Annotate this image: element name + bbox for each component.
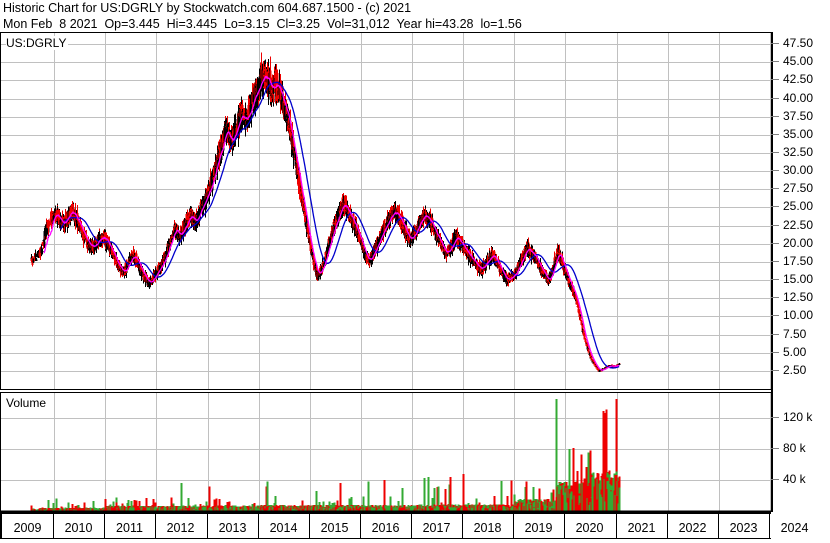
price-y-tick-label: 12.50 — [783, 290, 814, 304]
x-axis-year-label: 2015 — [320, 521, 349, 535]
price-y-tick-mark — [771, 315, 779, 316]
price-gridlines — [1, 33, 771, 389]
price-y-tick-label: 45.00 — [783, 54, 814, 68]
x-axis-year-label: 2021 — [627, 521, 656, 535]
chart-frame: US:DGRLY Volume 47.50 45.00 42.50 40.00 37.5… — [0, 32, 830, 543]
x-axis-top-rule — [0, 512, 771, 514]
price-y-tick-mark — [771, 188, 779, 189]
price-y-tick-label: 2.50 — [783, 363, 807, 377]
volume-y-tick-label: 40 k — [783, 472, 806, 486]
price-y-tick-label: 32.50 — [783, 145, 814, 159]
y-axis-rule — [771, 32, 773, 512]
x-axis-tick-mark — [53, 514, 54, 538]
price-y-tick-mark — [771, 152, 779, 153]
x-axis-year-label: 2017 — [422, 521, 451, 535]
y-axis: 47.50 45.00 42.50 40.00 37.50 35.00 32.50 30.00… — [771, 32, 830, 512]
price-y-tick-label: 7.50 — [783, 327, 807, 341]
x-axis-left-edge — [0, 512, 2, 539]
volume-y-tick-label: 120 k — [783, 410, 813, 424]
x-axis-year-label: 2022 — [678, 521, 707, 535]
x-axis-bottom-rule — [0, 538, 771, 539]
chart-header: Historic Chart for US:DGRLY by Stockwatc… — [0, 0, 830, 32]
price-y-tick-mark — [771, 370, 779, 371]
x-axis-tick-mark — [309, 514, 310, 538]
x-axis-tick-mark — [718, 514, 719, 538]
price-y-tick-label: 27.50 — [783, 181, 814, 195]
header-quote-line: Mon Feb 8 2021 Op=3.445 Hi=3.445 Lo=3.15… — [3, 17, 522, 31]
price-candlesticks — [30, 52, 621, 373]
price-y-tick-label: 5.00 — [783, 345, 807, 359]
x-axis-tick-mark — [513, 514, 514, 538]
price-y-tick-mark — [771, 61, 779, 62]
price-y-tick-label: 35.00 — [783, 127, 814, 141]
x-axis-year-label: 2010 — [64, 521, 93, 535]
price-y-tick-mark — [771, 225, 779, 226]
x-axis-year-label: 2024 — [780, 521, 809, 535]
price-y-tick-mark — [771, 98, 779, 99]
price-y-tick-label: 42.50 — [783, 72, 814, 86]
x-axis-tick-mark — [411, 514, 412, 538]
price-y-tick-label: 10.00 — [783, 308, 814, 322]
price-pane[interactable]: US:DGRLY — [0, 32, 771, 390]
price-y-tick-mark — [771, 170, 779, 171]
volume-bars — [1, 399, 771, 511]
price-y-tick-label: 25.00 — [783, 199, 814, 213]
x-axis-year-label: 2014 — [269, 521, 298, 535]
x-axis-tick-mark — [564, 514, 565, 538]
volume-pane-label: Volume — [6, 396, 49, 410]
volume-y-tick-mark — [771, 448, 779, 449]
x-axis-year-label: 2013 — [218, 521, 247, 535]
price-y-tick-label: 17.50 — [783, 254, 814, 268]
price-y-tick-mark — [771, 116, 779, 117]
price-y-tick-label: 20.00 — [783, 236, 814, 250]
x-axis-tick-mark — [462, 514, 463, 538]
volume-y-tick-mark — [771, 479, 779, 480]
x-axis-tick-mark — [104, 514, 105, 538]
x-axis-year-label: 2012 — [166, 521, 195, 535]
x-axis-year-label: 2016 — [371, 521, 400, 535]
x-axis-year-label: 2018 — [473, 521, 502, 535]
x-axis-tick-mark — [667, 514, 668, 538]
price-y-tick-mark — [771, 261, 779, 262]
price-y-tick-mark — [771, 352, 779, 353]
volume-pane[interactable]: Volume — [0, 392, 771, 512]
price-y-tick-label: 47.50 — [783, 36, 814, 50]
volume-y-tick-mark — [771, 417, 779, 418]
x-axis-tick-mark — [360, 514, 361, 538]
x-axis-tick-mark — [769, 514, 770, 538]
price-y-tick-mark — [771, 279, 779, 280]
x-axis-tick-mark — [155, 514, 156, 538]
price-pane-label: US:DGRLY — [6, 36, 69, 50]
volume-y-tick-label: 80 k — [783, 441, 806, 455]
x-axis-year-label: 2023 — [729, 521, 758, 535]
price-y-tick-mark — [771, 334, 779, 335]
x-axis-year-label: 2011 — [116, 521, 143, 535]
x-axis-year-label: 2009 — [13, 521, 42, 535]
x-axis-tick-mark — [258, 514, 259, 538]
price-y-tick-label: 30.00 — [783, 163, 814, 177]
x-axis-tick-mark — [616, 514, 617, 538]
x-axis-tick-mark — [207, 514, 208, 538]
x-axis-year-label: 2020 — [575, 521, 604, 535]
x-axis: 2009 2010 2011 2012 2013 2014 2015 2016 2017 2018… — [0, 512, 830, 543]
price-y-tick-mark — [771, 206, 779, 207]
price-y-tick-label: 37.50 — [783, 109, 814, 123]
price-y-tick-mark — [771, 43, 779, 44]
x-axis-year-label: 2019 — [524, 521, 553, 535]
price-y-tick-mark — [771, 134, 779, 135]
price-y-tick-label: 22.50 — [783, 218, 814, 232]
header-title-line: Historic Chart for US:DGRLY by Stockwatc… — [3, 1, 412, 15]
price-y-tick-mark — [771, 243, 779, 244]
volume-gridlines — [1, 393, 771, 511]
price-y-tick-mark — [771, 79, 779, 80]
price-y-tick-label: 40.00 — [783, 91, 814, 105]
price-y-tick-label: 15.00 — [783, 272, 814, 286]
price-y-tick-mark — [771, 297, 779, 298]
